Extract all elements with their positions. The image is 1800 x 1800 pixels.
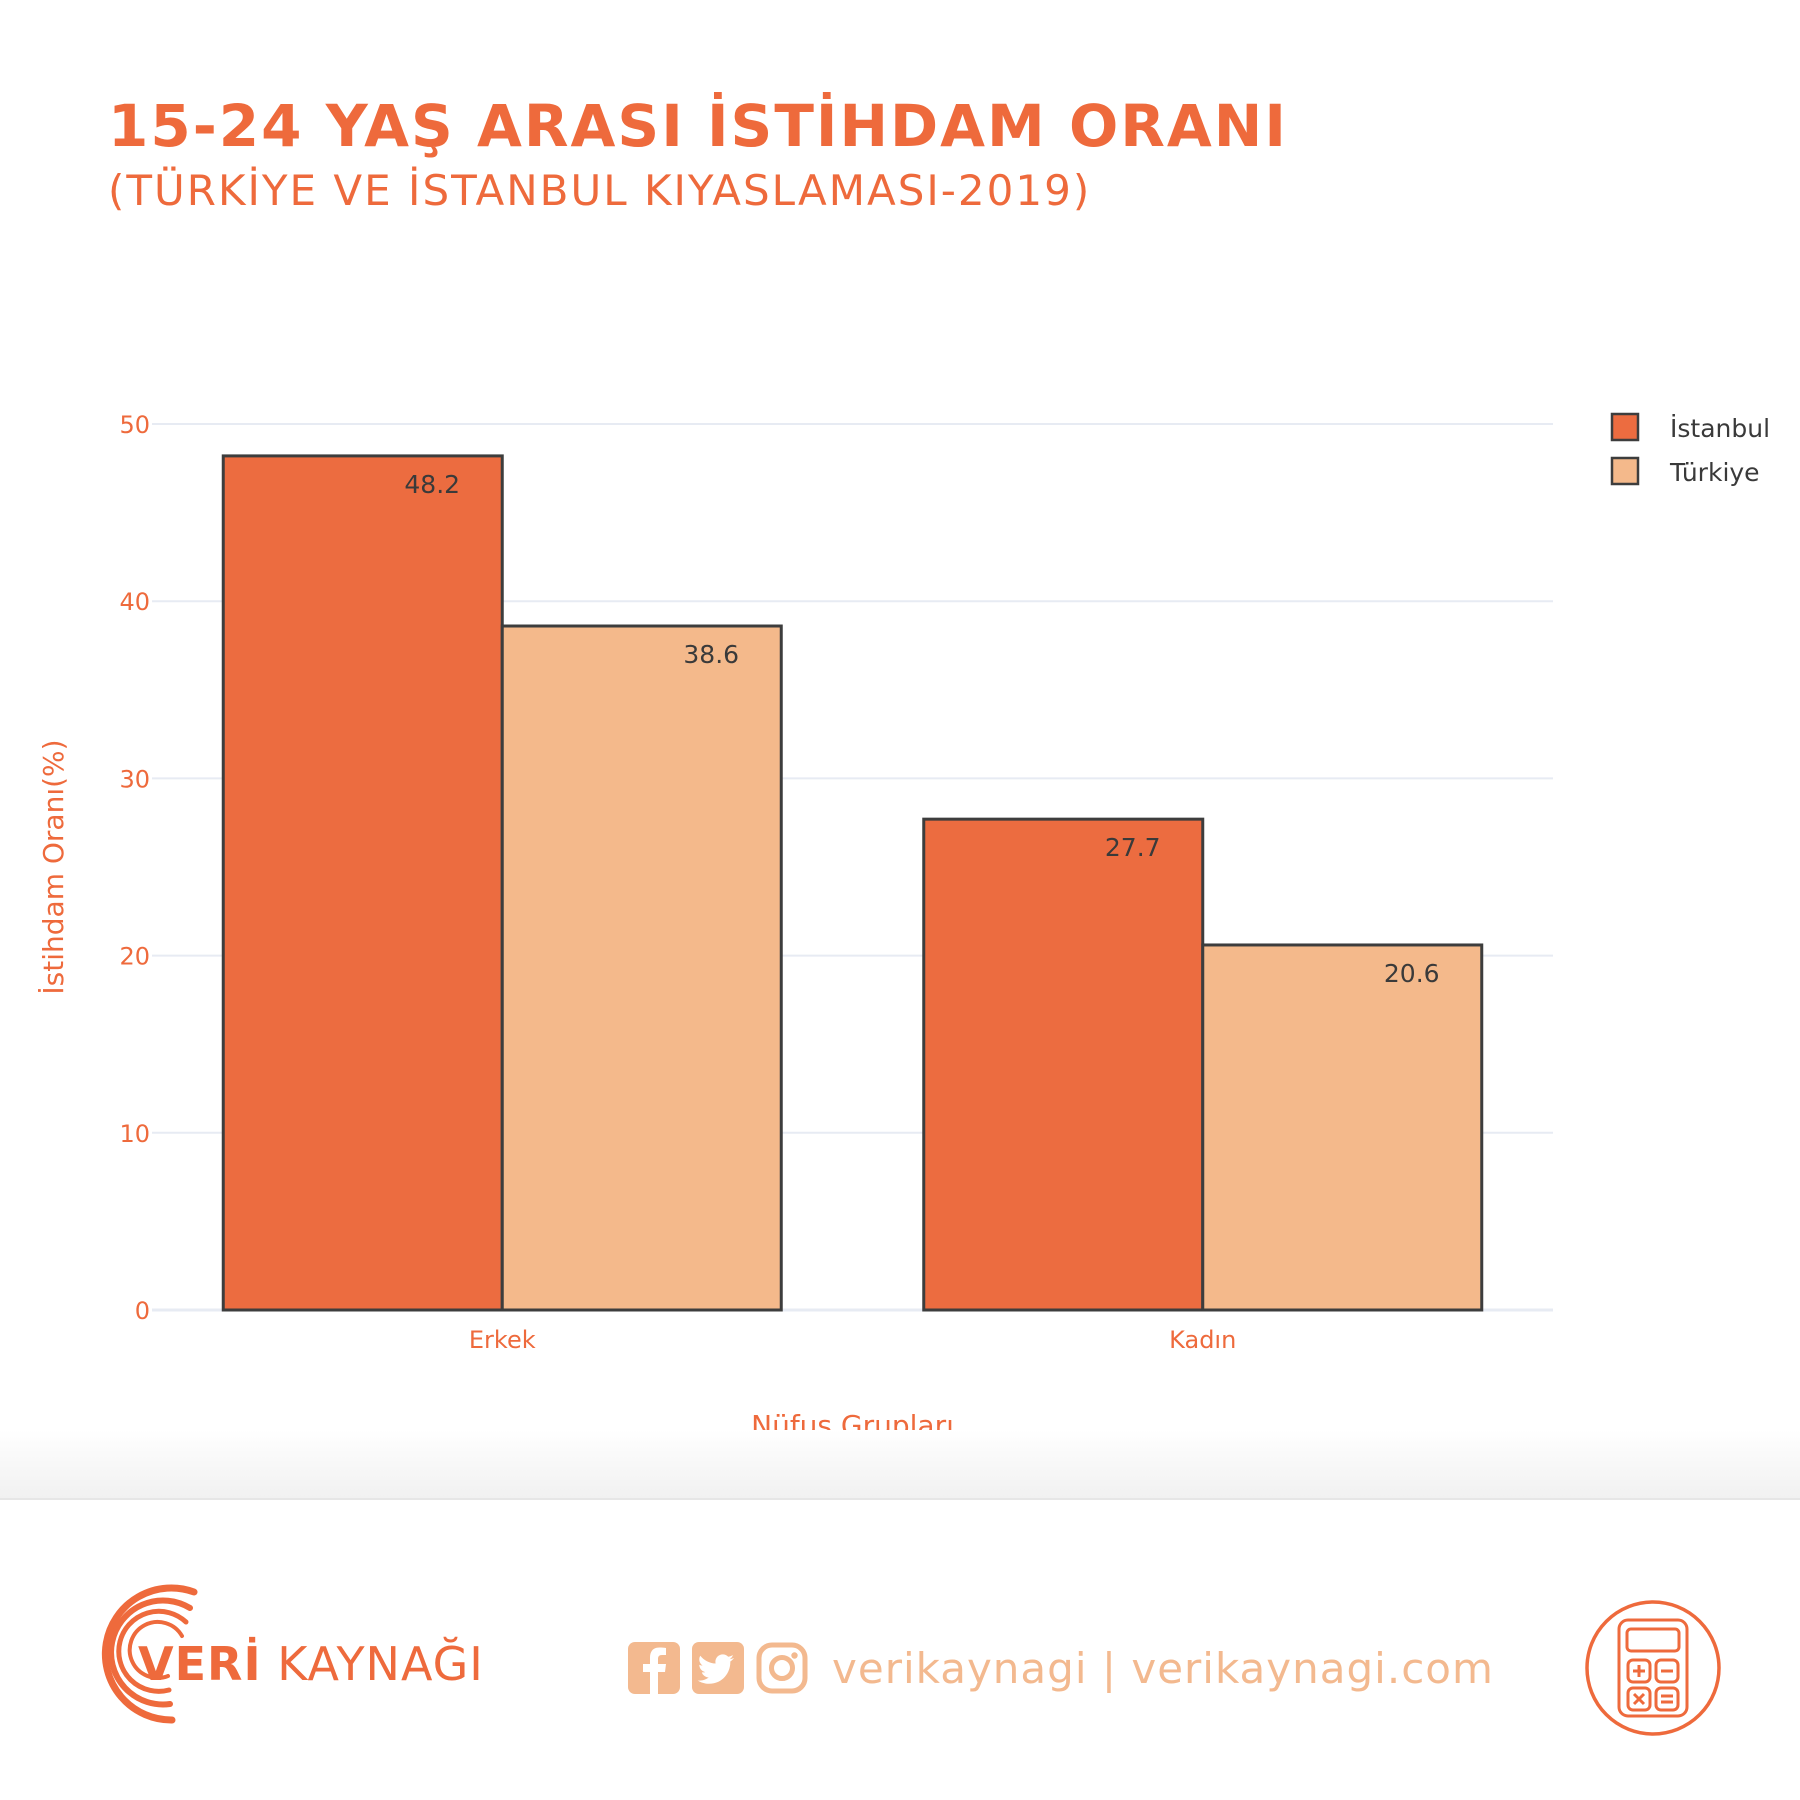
bar-value-label: 48.2 xyxy=(404,470,460,499)
x-tick-label: Erkek xyxy=(469,1326,536,1354)
twitter-icon[interactable] xyxy=(692,1642,744,1694)
bars: 48.2 38.6 27.7 20.6 xyxy=(221,454,1484,1312)
veri-kaynagi-logo-icon xyxy=(101,1584,198,1724)
facebook-icon[interactable] xyxy=(628,1642,680,1694)
bar-value-label: 27.7 xyxy=(1105,833,1161,862)
legend: İstanbul Türkiye xyxy=(1610,412,1770,487)
x-tick-label: Kadın xyxy=(1169,1326,1236,1354)
footer-divider xyxy=(0,1430,1800,1500)
bar-value-label: 38.6 xyxy=(683,640,739,669)
legend-swatch xyxy=(1610,456,1640,486)
y-tick-label: 30 xyxy=(119,765,150,793)
legend-label: Türkiye xyxy=(1669,458,1760,487)
logo-wordmark: VERİ KAYNAĞI xyxy=(138,1637,484,1691)
bar xyxy=(922,817,1205,1312)
y-tick-label: 10 xyxy=(119,1120,150,1148)
bar xyxy=(221,454,504,1312)
bar-value-label: 20.6 xyxy=(1384,959,1440,988)
social-links: verikaynagi | verikaynagi.com xyxy=(628,1640,1494,1696)
bar xyxy=(500,624,783,1312)
social-handle-text: verikaynagi | verikaynagi.com xyxy=(832,1643,1494,1693)
calculator-icon xyxy=(1585,1600,1721,1736)
legend-swatch xyxy=(1610,412,1640,442)
logo-bold-text: VERİ xyxy=(138,1637,262,1691)
y-tick-label: 20 xyxy=(119,943,150,971)
y-axis-ticks: 0 10 20 30 40 50 xyxy=(119,411,150,1325)
x-axis-ticks: Erkek Kadın xyxy=(469,1326,1236,1354)
bar xyxy=(1201,943,1484,1312)
chart-subtitle: (TÜRKİYE VE İSTANBUL KIYASLAMASI-2019) xyxy=(108,166,1092,215)
logo-light-text: KAYNAĞI xyxy=(277,1637,484,1691)
instagram-icon[interactable] xyxy=(756,1642,808,1694)
y-tick-label: 0 xyxy=(135,1297,150,1325)
y-tick-label: 40 xyxy=(119,588,150,616)
y-axis-title: İstihdam Oranı(%) xyxy=(37,739,70,994)
x-axis-title: Nüfus Grupları xyxy=(751,1409,954,1430)
chart-title: 15-24 YAŞ ARASI İSTİHDAM ORANI xyxy=(108,92,1288,160)
y-tick-label: 50 xyxy=(119,411,150,439)
legend-label: İstanbul xyxy=(1670,414,1770,443)
